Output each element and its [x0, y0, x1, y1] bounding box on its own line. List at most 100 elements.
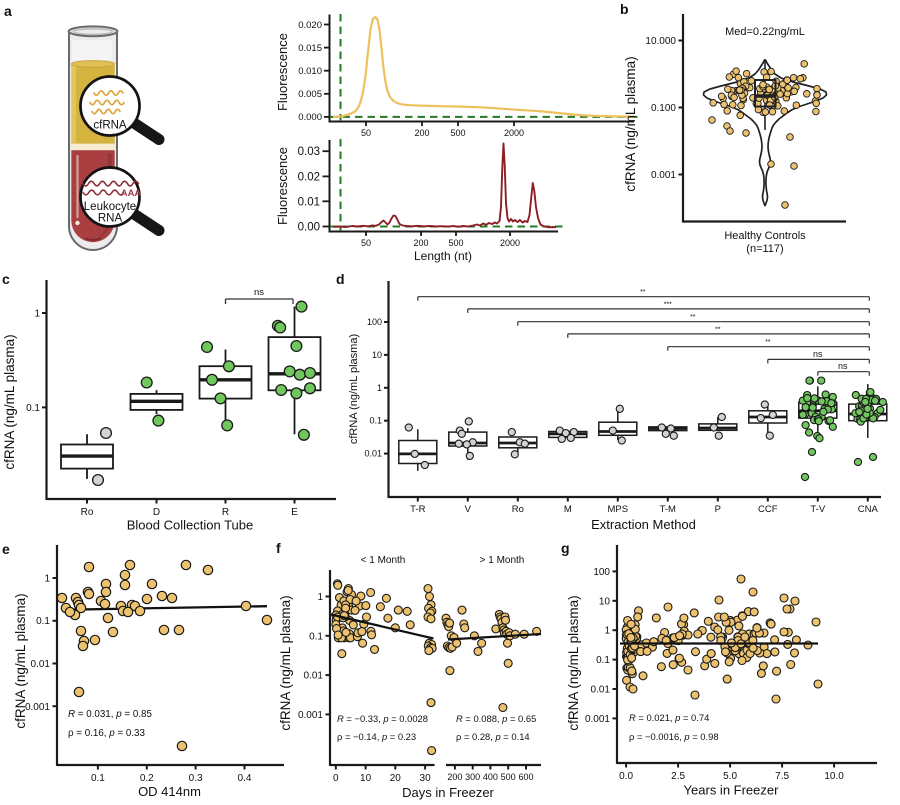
- svg-text:Length (nt): Length (nt): [414, 249, 472, 263]
- svg-text:100: 100: [593, 567, 610, 578]
- svg-text:R: R: [222, 507, 229, 518]
- svg-text:100: 100: [367, 317, 382, 327]
- svg-text:0.4: 0.4: [238, 773, 252, 784]
- svg-text:0.2: 0.2: [140, 773, 154, 784]
- svg-text:0.01: 0.01: [31, 659, 51, 670]
- svg-text:cfRNA (ng/mL plasma): cfRNA (ng/mL plasma): [278, 595, 293, 730]
- svg-text:0.005: 0.005: [298, 89, 322, 100]
- svg-text:(n=117): (n=117): [746, 243, 783, 255]
- svg-text:CCF: CCF: [758, 504, 778, 515]
- svg-text:0.02: 0.02: [298, 171, 320, 183]
- svg-text:0.020: 0.020: [298, 20, 322, 31]
- svg-text:0: 0: [333, 773, 339, 784]
- svg-text:1: 1: [34, 309, 40, 320]
- svg-text:cfRNA (ng/mL plasma): cfRNA (ng/mL plasma): [623, 56, 638, 191]
- svg-text:ns: ns: [838, 361, 848, 371]
- svg-text:ρ = 0.16, p = 0.33: ρ = 0.16, p = 0.33: [68, 728, 145, 739]
- svg-text:OD 414nm: OD 414nm: [138, 784, 201, 799]
- svg-text:0.1: 0.1: [309, 631, 323, 642]
- svg-text:**: **: [715, 326, 721, 333]
- svg-text:Extraction Method: Extraction Method: [591, 517, 696, 532]
- svg-text:1: 1: [317, 592, 323, 603]
- svg-text:0.1: 0.1: [91, 773, 105, 784]
- svg-text:50: 50: [361, 238, 371, 248]
- svg-text:D: D: [153, 507, 160, 518]
- svg-text:Healthy Controls: Healthy Controls: [724, 230, 806, 242]
- svg-text:V: V: [465, 504, 472, 515]
- svg-text:0.100: 0.100: [651, 103, 676, 114]
- svg-text:0.001: 0.001: [298, 710, 323, 721]
- svg-text:T-R: T-R: [410, 504, 425, 515]
- svg-text:0.1: 0.1: [26, 403, 40, 414]
- svg-text:0.010: 0.010: [298, 66, 322, 77]
- svg-text:**: **: [640, 289, 646, 296]
- svg-text:10: 10: [599, 596, 611, 607]
- svg-text:0.01: 0.01: [364, 449, 382, 459]
- svg-text:500: 500: [450, 128, 465, 138]
- svg-text:0.00: 0.00: [298, 222, 320, 234]
- svg-text:c: c: [2, 271, 10, 287]
- svg-text:0.001: 0.001: [585, 714, 610, 725]
- svg-text:500: 500: [448, 238, 463, 248]
- svg-text:g: g: [561, 540, 570, 556]
- svg-text:P: P: [715, 504, 721, 515]
- svg-text:< 1 Month: < 1 Month: [361, 555, 406, 566]
- svg-text:AAA: AAA: [121, 188, 142, 199]
- svg-text:R = 0.031, p = 0.85: R = 0.031, p = 0.85: [68, 709, 152, 720]
- svg-text:Years in Freezer: Years in Freezer: [684, 783, 780, 798]
- svg-text:R = 0.088, p = 0.65: R = 0.088, p = 0.65: [456, 713, 536, 724]
- svg-text:0.001: 0.001: [651, 170, 676, 181]
- svg-text:cfRNA (ng/mL plasma): cfRNA (ng/mL plasma): [348, 334, 360, 444]
- svg-text:b: b: [620, 1, 629, 17]
- svg-text:f: f: [276, 540, 281, 556]
- svg-text:0.01: 0.01: [591, 685, 611, 696]
- svg-text:600: 600: [518, 772, 533, 782]
- svg-text:10: 10: [360, 773, 372, 784]
- svg-text:200: 200: [447, 772, 462, 782]
- svg-text:Days in Freezer: Days in Freezer: [402, 785, 494, 800]
- svg-text:1: 1: [377, 383, 382, 393]
- svg-text:ρ = −0.14, p = 0.23: ρ = −0.14, p = 0.23: [337, 731, 416, 742]
- svg-text:Ro: Ro: [81, 507, 94, 518]
- svg-text:T-M: T-M: [660, 504, 676, 515]
- svg-text:ns: ns: [254, 287, 264, 298]
- svg-text:cfRNA: cfRNA: [93, 120, 127, 132]
- svg-text:2.5: 2.5: [671, 771, 685, 782]
- svg-text:E: E: [291, 507, 298, 518]
- svg-text:MPS: MPS: [608, 504, 629, 515]
- svg-text:**: **: [690, 314, 696, 321]
- svg-text:Leukocyte: Leukocyte: [84, 201, 136, 213]
- svg-text:0.01: 0.01: [304, 671, 324, 682]
- svg-text:10.0: 10.0: [824, 771, 844, 782]
- svg-text:cfRNA (ng/mL plasma): cfRNA (ng/mL plasma): [566, 595, 581, 730]
- svg-text:Fluorescence: Fluorescence: [275, 147, 290, 225]
- svg-text:Med=0.22ng/mL: Med=0.22ng/mL: [725, 26, 805, 38]
- svg-text:ns: ns: [813, 349, 823, 359]
- svg-text:0.03: 0.03: [298, 146, 320, 158]
- svg-text:300: 300: [465, 772, 480, 782]
- svg-text:50: 50: [361, 128, 371, 138]
- svg-text:2000: 2000: [504, 128, 524, 138]
- svg-text:30: 30: [420, 773, 432, 784]
- svg-text:R = −0.33, p = 0.0028: R = −0.33, p = 0.0028: [337, 713, 428, 724]
- svg-text:5.0: 5.0: [723, 771, 737, 782]
- svg-text:RNA: RNA: [98, 212, 123, 224]
- svg-text:0.001: 0.001: [25, 702, 50, 713]
- svg-text:***: ***: [664, 301, 672, 308]
- svg-text:1: 1: [604, 626, 610, 637]
- svg-text:0.1: 0.1: [369, 416, 382, 426]
- svg-text:CNA: CNA: [858, 504, 879, 515]
- svg-text:d: d: [336, 271, 345, 287]
- svg-text:2000: 2000: [500, 238, 520, 248]
- svg-text:0.1: 0.1: [596, 655, 610, 666]
- svg-text:> 1 Month: > 1 Month: [480, 555, 525, 566]
- svg-text:10.000: 10.000: [645, 36, 676, 47]
- svg-text:Blood Collection Tube: Blood Collection Tube: [127, 518, 253, 533]
- svg-text:cfRNA (ng/mL plasma): cfRNA (ng/mL plasma): [2, 334, 17, 469]
- svg-text:10: 10: [372, 350, 382, 360]
- svg-text:ρ = −0.0016, p = 0.98: ρ = −0.0016, p = 0.98: [629, 731, 719, 742]
- svg-text:T-V: T-V: [810, 504, 825, 515]
- svg-text:20: 20: [390, 773, 402, 784]
- svg-text:M: M: [564, 504, 572, 515]
- svg-text:400: 400: [483, 772, 498, 782]
